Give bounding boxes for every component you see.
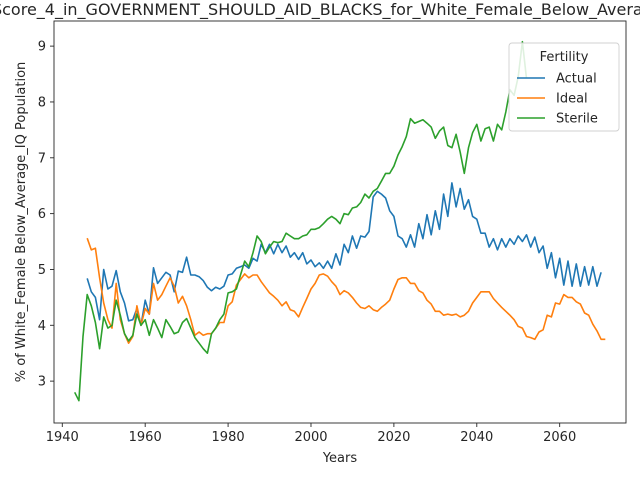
plot-frame bbox=[53, 20, 627, 424]
x-tick-label: 1960 bbox=[129, 430, 162, 445]
x-tick-label: 2060 bbox=[543, 430, 576, 445]
series-line-actual bbox=[86, 182, 602, 327]
y-tick-label: 3 bbox=[38, 375, 46, 390]
x-tick-label: 2000 bbox=[294, 430, 327, 445]
y-tick-label: 7 bbox=[38, 151, 46, 166]
series-line-ideal bbox=[86, 237, 606, 344]
chart-title: Score_4_in_GOVERNMENT_SHOULD_AID_BLACKS_… bbox=[0, 0, 640, 20]
x-tick-label: 2020 bbox=[377, 430, 410, 445]
x-tick-label: 2040 bbox=[460, 430, 493, 445]
legend-title: Fertility bbox=[540, 50, 589, 65]
y-tick-label: 6 bbox=[38, 207, 46, 222]
y-tick-label: 5 bbox=[38, 263, 46, 278]
legend-entries: Actual Ideal Sterile bbox=[517, 72, 598, 127]
legend-label-actual: Actual bbox=[556, 72, 597, 87]
chart-legend: Fertility Actual Ideal Sterile bbox=[508, 42, 620, 132]
legend-label-sterile: Sterile bbox=[556, 112, 598, 127]
y-tick-label: 4 bbox=[38, 319, 46, 334]
x-tick-label: 1980 bbox=[212, 430, 245, 445]
x-axis-label: Years bbox=[322, 451, 358, 466]
x-tick-label: 1940 bbox=[46, 430, 79, 445]
series-line-sterile bbox=[73, 40, 528, 402]
legend-box bbox=[508, 42, 620, 132]
legend-label-ideal: Ideal bbox=[556, 92, 588, 107]
axes-layer: 1940 1960 1980 2000 2020 2040 2060 3 4 5 6 7 8 9 bbox=[38, 40, 577, 445]
y-tick-label: 8 bbox=[38, 95, 46, 110]
series-layer bbox=[73, 40, 606, 402]
y-axis-label: % of White_Female Below_Average_IQ Popul… bbox=[14, 62, 29, 383]
y-tick-label: 9 bbox=[38, 40, 46, 55]
